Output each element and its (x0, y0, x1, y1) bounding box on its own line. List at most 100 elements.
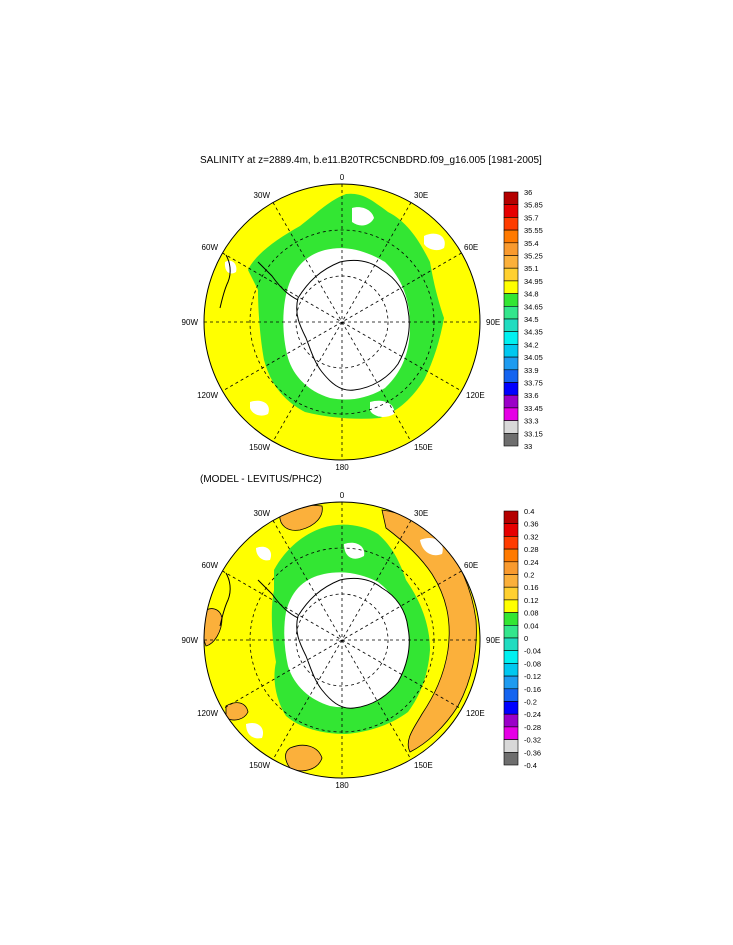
bottom-map-white-patch-n (344, 542, 365, 559)
top-lon-label-60w: 60W (202, 243, 219, 252)
bottom-colorbar-tick-label: -0.4 (524, 761, 537, 770)
bottom-colorbar-swatch-5 (503, 574, 519, 588)
bottom-lon-label-90e: 90E (486, 636, 500, 645)
bottom-map-orange-sw (225, 702, 249, 721)
bottom-map-white-patch-sw (246, 722, 264, 739)
bottom-lon-label-0: 0 (340, 491, 345, 500)
top-colorbar-tick-label: 33.75 (524, 379, 543, 388)
bottom-colorbar-tick-label: -0.24 (524, 710, 541, 719)
bottom-map-graticule (204, 502, 480, 778)
top-lon-label-30w: 30W (254, 191, 271, 200)
top-colorbar-tick-label: 33.45 (524, 404, 543, 413)
bottom-colorbar-swatch-12 (503, 663, 519, 677)
bottom-colorbar-swatch-1 (503, 523, 519, 537)
bottom-lon-label-180: 180 (335, 781, 349, 790)
top-lon-label-30e: 30E (414, 191, 428, 200)
bottom-map-white-patch-nw (256, 546, 272, 561)
top-colorbar-swatch-0 (503, 191, 519, 205)
bottom-colorbar-swatch-2 (503, 536, 519, 550)
bottom-colorbar-tick-label: -0.28 (524, 723, 541, 732)
top-colorbar-swatch-8 (503, 293, 519, 307)
bottom-colorbar-tick-label: 0.32 (524, 532, 539, 541)
bottom-colorbar-tick-label: -0.04 (524, 647, 541, 656)
bottom-colorbar-tick-label: 0.04 (524, 621, 539, 630)
bottom-colorbar-tick-label: -0.12 (524, 672, 541, 681)
top-colorbar-swatch-15 (503, 382, 519, 396)
bottom-colorbar-tick-label: -0.32 (524, 736, 541, 745)
bottom-lon-label-150w: 150W (249, 761, 270, 770)
top-map: 0 30E 60E 90E 120E 150E 180 150W 120W 90… (182, 173, 501, 472)
top-colorbar-swatch-7 (503, 280, 519, 294)
top-colorbar-swatch-3 (503, 229, 519, 244)
top-lon-label-0: 0 (340, 173, 345, 182)
top-colorbar-tick-label: 33.15 (524, 429, 543, 438)
top-lon-label-120w: 120W (197, 391, 218, 400)
top-colorbar-swatch-9 (503, 305, 519, 320)
top-panel-title: SALINITY at z=2889.4m, b.e11.B20TRC5CNBD… (200, 155, 542, 166)
top-colorbar-tick-label: 33 (524, 442, 532, 451)
bottom-lon-label-150e: 150E (414, 761, 433, 770)
top-map-white-patch-sw (250, 400, 269, 416)
top-map-white-patch-north (352, 207, 374, 226)
top-colorbar-swatch-10 (503, 318, 519, 332)
top-colorbar-swatch-17 (503, 407, 519, 421)
top-colorbar-swatch-4 (503, 242, 519, 256)
top-colorbar-tick-label: 33.6 (524, 391, 539, 400)
top-colorbar-swatch-5 (503, 255, 519, 269)
bottom-map-antarctic-peninsula (257, 579, 299, 619)
bottom-colorbar-swatch-4 (503, 561, 519, 575)
top-colorbar-tick-label: 35.25 (524, 252, 543, 261)
top-colorbar-tick-label: 36 (524, 188, 532, 197)
top-map-border (203, 183, 481, 461)
bottom-colorbar-tick-label: 0.16 (524, 583, 539, 592)
top-colorbar-swatch-14 (503, 369, 519, 383)
top-map-white-patch-s (370, 400, 395, 417)
bottom-colorbar-swatch-3 (503, 548, 519, 563)
bottom-colorbar-swatch-6 (503, 586, 519, 601)
bottom-colorbar-tick-label: -0.36 (524, 748, 541, 757)
top-colorbar-tick-label: 34.5 (524, 315, 539, 324)
bottom-colorbar-swatch-14 (503, 688, 519, 702)
bottom-lon-label-60e: 60E (464, 561, 478, 570)
bottom-colorbar: 0.4 0.36 0.32 0.28 0.24 0.2 0.16 0.12 0.08 0.04 0 -… (503, 507, 541, 770)
top-colorbar: 36 35.85 35.7 35.55 35.4 35.25 35.1 34.95 34.8 34… (503, 188, 543, 451)
bottom-colorbar-swatch-11 (503, 650, 519, 664)
bottom-map-orange-s (285, 744, 323, 772)
top-lon-label-180: 180 (335, 463, 349, 472)
top-lon-label-150e: 150E (414, 443, 433, 452)
top-colorbar-swatch-1 (503, 204, 519, 218)
bottom-colorbar-swatch-0 (503, 510, 519, 524)
bottom-lon-label-90w: 90W (182, 636, 199, 645)
top-colorbar-tick-label: 33.9 (524, 366, 539, 375)
bottom-colorbar-swatch-7 (503, 599, 519, 613)
top-colorbar-tick-label: 35.55 (524, 226, 543, 235)
top-colorbar-tick-label: 34.95 (524, 277, 543, 286)
top-colorbar-tick-label: 35.7 (524, 213, 539, 222)
top-colorbar-tick-label: 35.85 (524, 201, 543, 210)
top-colorbar-swatch-12 (503, 344, 519, 358)
bottom-colorbar-tick-label: 0.4 (524, 507, 534, 516)
bottom-lon-label-120e: 120E (466, 709, 485, 718)
bottom-colorbar-swatch-13 (503, 675, 519, 690)
top-colorbar-tick-label: 35.1 (524, 264, 539, 273)
bottom-colorbar-swatch-10 (503, 637, 519, 651)
bottom-colorbar-tick-label: 0.12 (524, 596, 539, 605)
top-colorbar-swatch-13 (503, 356, 519, 371)
top-colorbar-swatch-16 (503, 394, 519, 409)
bottom-lon-label-120w: 120W (197, 709, 218, 718)
top-colorbar-tick-label: 35.4 (524, 239, 539, 248)
bottom-colorbar-swatch-18 (503, 739, 519, 753)
top-colorbar-tick-label: 34.65 (524, 302, 543, 311)
bottom-panel-title: (MODEL - LEVITUS/PHC2) (200, 474, 322, 485)
bottom-map-border (203, 501, 481, 779)
top-map-antarctic-peninsula (257, 261, 299, 301)
bottom-colorbar-swatch-16 (503, 713, 519, 728)
bottom-colorbar-tick-label: 0.08 (524, 609, 539, 618)
bottom-colorbar-tick-label: -0.16 (524, 685, 541, 694)
top-map-white-patch-ne (424, 233, 445, 251)
bottom-colorbar-tick-label: 0.2 (524, 571, 534, 580)
bottom-lon-label-30w: 30W (254, 509, 271, 518)
bottom-colorbar-tick-label: 0.36 (524, 520, 539, 529)
bottom-colorbar-tick-label: 0 (524, 634, 528, 643)
